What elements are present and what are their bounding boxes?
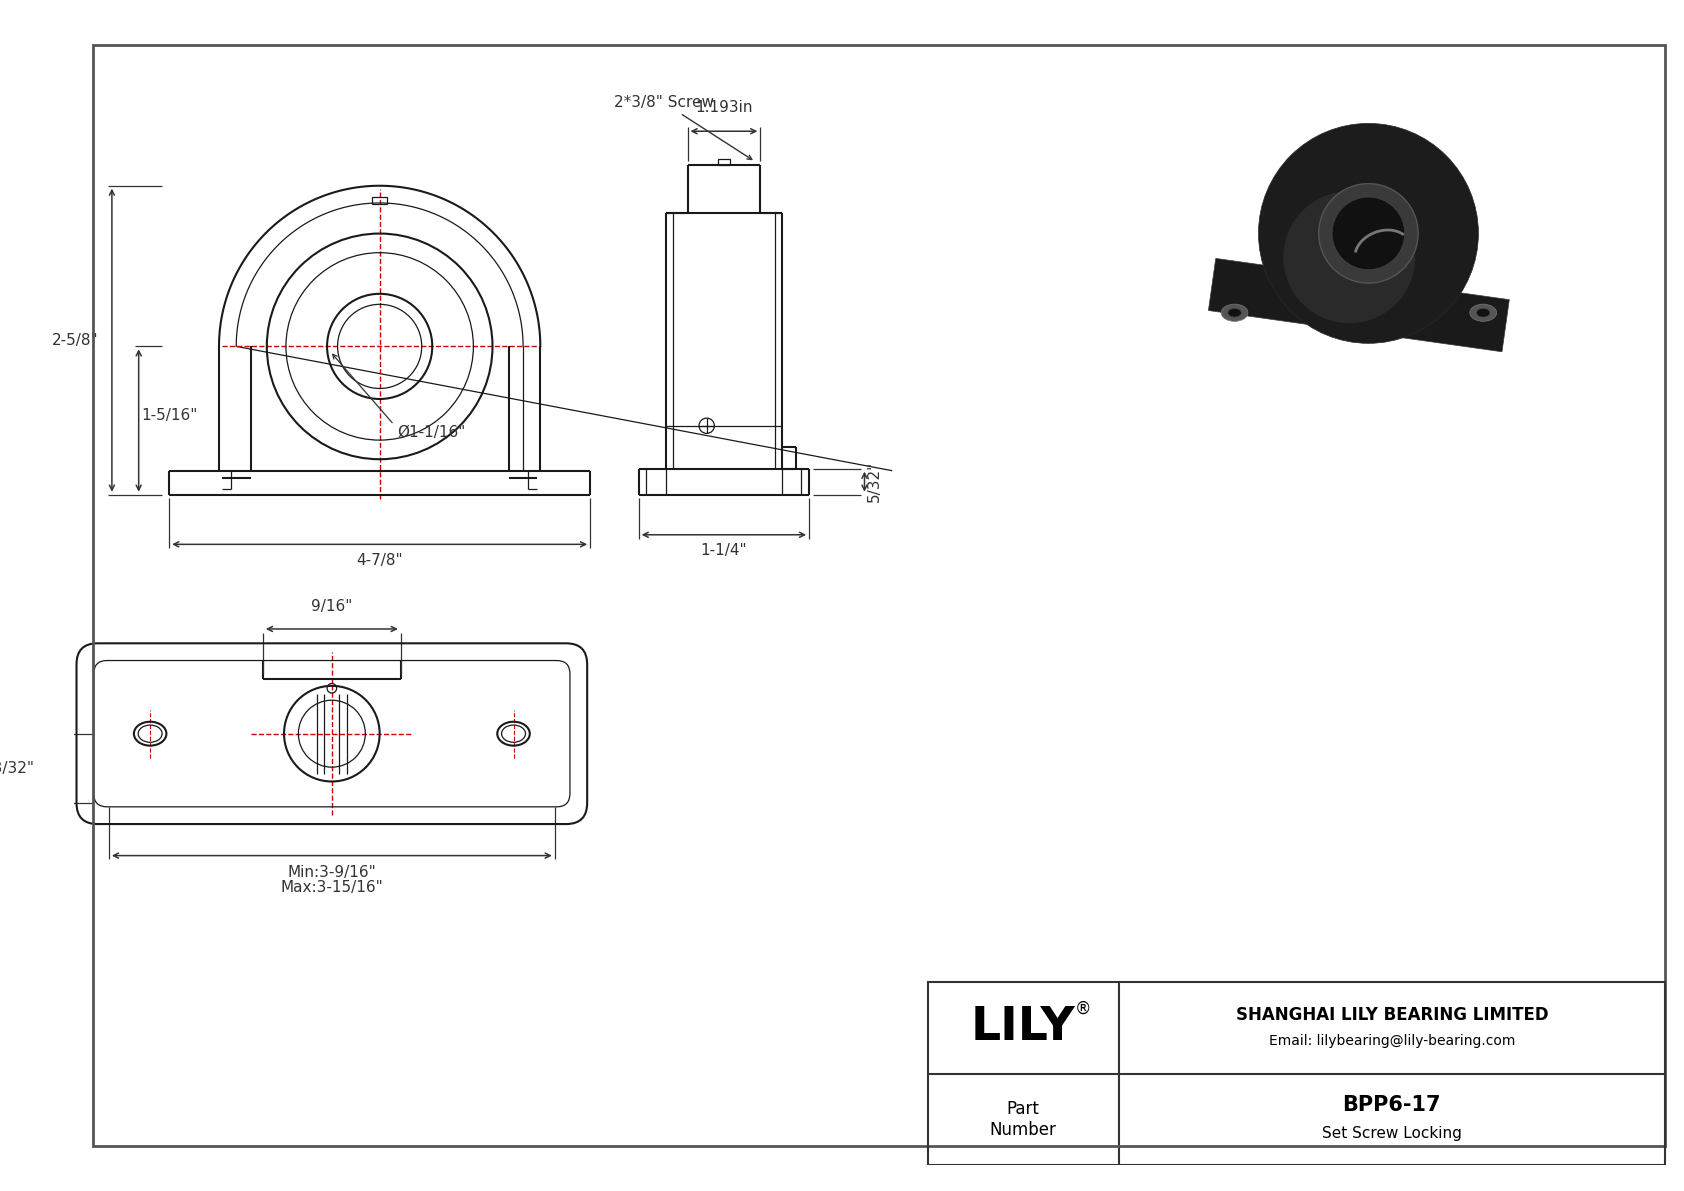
Text: 1-5/16": 1-5/16" bbox=[141, 409, 199, 423]
Text: 1.193in: 1.193in bbox=[695, 100, 753, 116]
Text: Email: lilybearing@lily-bearing.com: Email: lilybearing@lily-bearing.com bbox=[1268, 1034, 1516, 1048]
Bar bbox=[717, 158, 729, 164]
Text: ®: ® bbox=[1074, 1000, 1091, 1018]
Circle shape bbox=[1258, 124, 1479, 343]
Ellipse shape bbox=[1470, 304, 1497, 322]
Text: 4-7/8": 4-7/8" bbox=[357, 553, 402, 568]
Text: 9/16": 9/16" bbox=[312, 599, 352, 613]
Circle shape bbox=[1319, 183, 1418, 283]
Text: Part
Number: Part Number bbox=[990, 1100, 1056, 1139]
Text: 1-1/4": 1-1/4" bbox=[701, 543, 748, 557]
Text: BPP6-17: BPP6-17 bbox=[1342, 1095, 1442, 1115]
Text: 2-5/8": 2-5/8" bbox=[52, 332, 99, 348]
Text: 5/32": 5/32" bbox=[867, 461, 882, 503]
Text: LILY: LILY bbox=[972, 1005, 1076, 1050]
Text: Ø1-1/16": Ø1-1/16" bbox=[397, 425, 465, 439]
Bar bbox=[1209, 258, 1509, 351]
Circle shape bbox=[1332, 197, 1404, 269]
Text: 2*3/8" Screw: 2*3/8" Screw bbox=[615, 95, 751, 160]
Bar bbox=[928, 983, 1665, 1165]
Ellipse shape bbox=[1228, 308, 1241, 317]
Circle shape bbox=[1283, 192, 1415, 323]
Text: 13/32": 13/32" bbox=[0, 761, 34, 775]
Ellipse shape bbox=[1477, 308, 1490, 317]
Text: Max:3-15/16": Max:3-15/16" bbox=[281, 880, 384, 896]
Ellipse shape bbox=[1221, 304, 1248, 322]
Bar bbox=[372, 198, 387, 204]
Text: SHANGHAI LILY BEARING LIMITED: SHANGHAI LILY BEARING LIMITED bbox=[1236, 1005, 1548, 1023]
Text: Min:3-9/16": Min:3-9/16" bbox=[288, 865, 376, 880]
Text: Set Screw Locking: Set Screw Locking bbox=[1322, 1127, 1462, 1141]
Bar bbox=[1116, 74, 1642, 399]
